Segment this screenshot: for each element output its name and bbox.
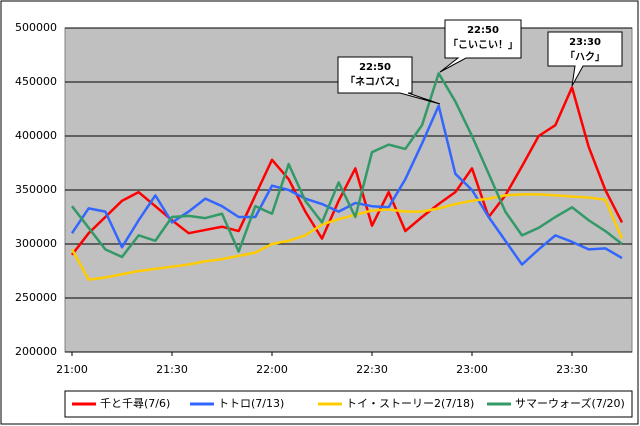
series-line <box>70 104 623 266</box>
callout-text: 23:30 <box>569 37 601 48</box>
x-tick-label: 23:30 <box>556 363 588 376</box>
y-tick-label: 400000 <box>15 129 57 142</box>
series-line <box>70 193 624 281</box>
y-tick-label: 250000 <box>15 291 57 304</box>
x-tick-label: 21:30 <box>156 363 188 376</box>
callout-text: 「ネコバス」 <box>345 75 405 88</box>
y-tick-label: 350000 <box>15 183 57 196</box>
callout-text: 「こいこい！」 <box>448 38 518 51</box>
callout-text: 「ハク」 <box>565 50 605 63</box>
y-tick-label: 500000 <box>15 21 57 34</box>
callout-text: 22:50 <box>359 62 391 73</box>
series-line <box>71 72 623 259</box>
legend-label: サマーウォーズ(7/20) <box>515 396 625 410</box>
legend-label: 千と千尋(7/6) <box>100 397 170 410</box>
y-tick-label: 200000 <box>15 345 57 358</box>
callout-box <box>439 19 522 73</box>
y-tick-label: 450000 <box>15 75 57 88</box>
legend-label: トイ・ストーリー2(7/18) <box>346 397 474 410</box>
y-tick-label: 300000 <box>15 237 57 250</box>
series-line <box>71 86 624 256</box>
x-tick-label: 21:00 <box>56 363 88 376</box>
callout-text: 22:50 <box>467 25 499 36</box>
x-tick-label: 22:00 <box>256 363 288 376</box>
legend-label: トトロ(7/13) <box>218 397 284 410</box>
x-tick-label: 22:30 <box>356 363 388 376</box>
callout-box <box>547 31 623 87</box>
x-tick-label: 23:00 <box>456 363 488 376</box>
legend-box <box>64 390 633 418</box>
callout-box <box>337 56 441 105</box>
